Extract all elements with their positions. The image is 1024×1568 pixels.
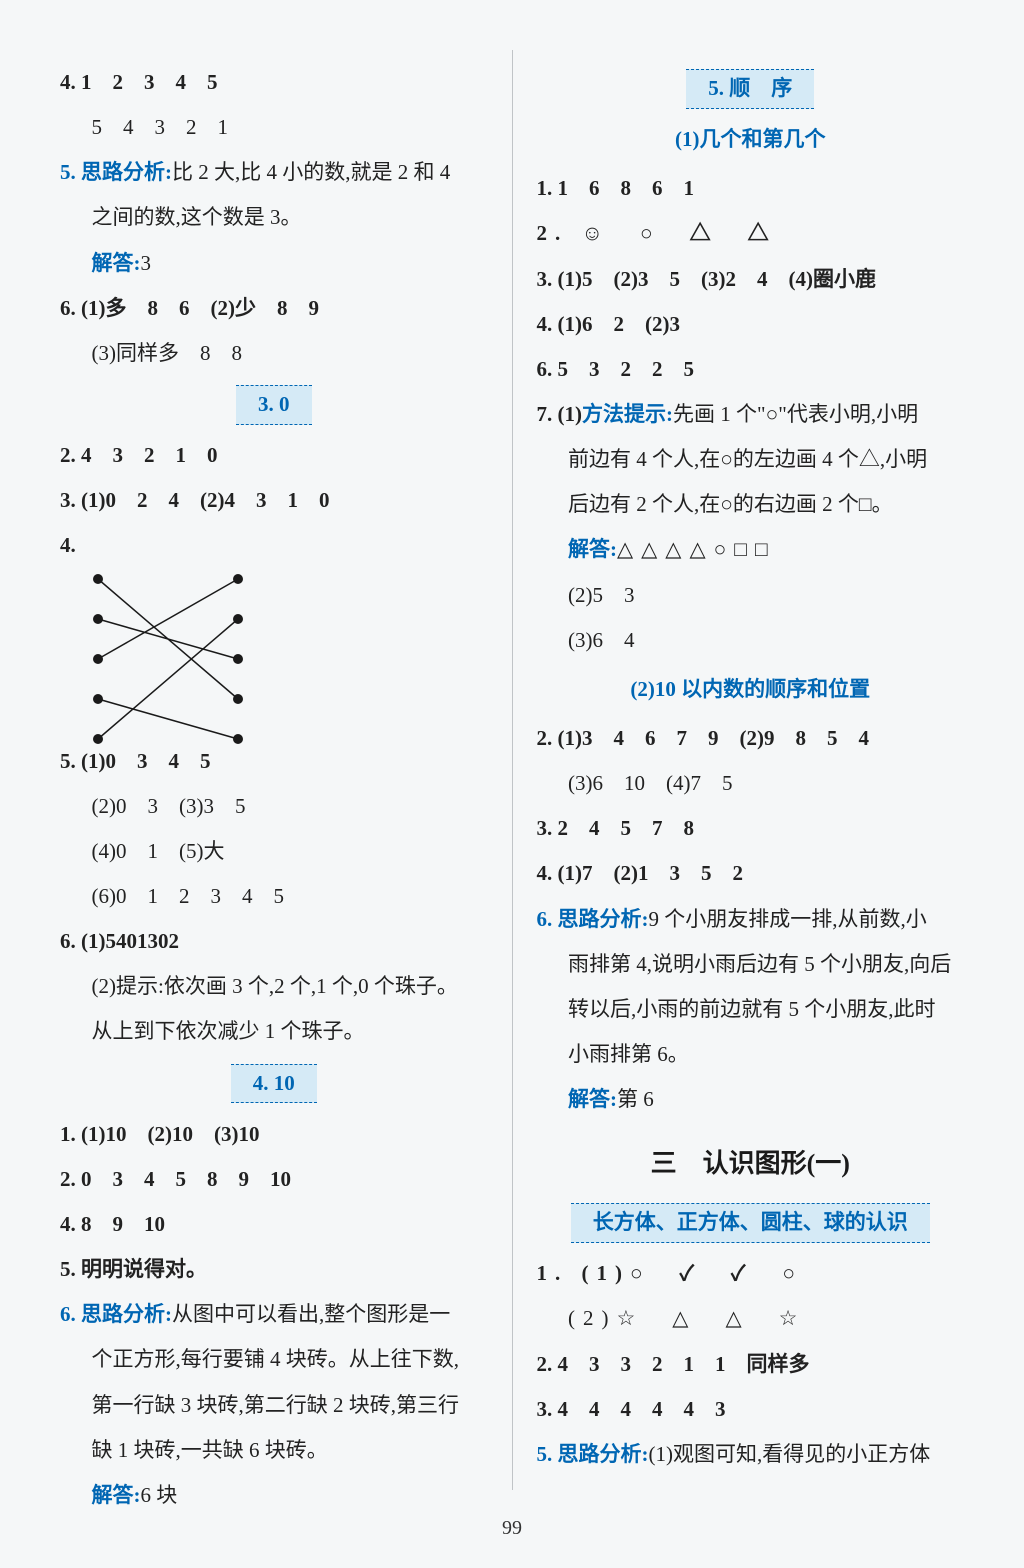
section-band: 4. 10 (60, 1061, 488, 1106)
analysis-label: 5. 思路分析: (60, 160, 172, 184)
chapter-heading: 三 认识图形(一) (537, 1136, 965, 1192)
answer-label: 解答: (92, 1483, 141, 1507)
answer-line: (3)6 10 (4)7 5 (537, 761, 965, 806)
answer-line: 2. 0 3 4 5 8 9 10 (60, 1157, 488, 1202)
answer-line: (2)0 3 (3)3 5 (60, 784, 488, 829)
answer-line: 5. 明明说得对。 (60, 1247, 488, 1292)
answer-line: 第一行缺 3 块砖,第二行缺 2 块砖,第三行 (60, 1383, 488, 1428)
page: 4. 1 2 3 4 5 5 4 3 2 1 5. 思路分析:比 2 大,比 4… (0, 0, 1024, 1568)
answer-line: 1. (1)10 (2)10 (3)10 (60, 1112, 488, 1157)
answer-line: (3)6 4 (537, 618, 965, 663)
method-label: 方法提示: (582, 402, 673, 426)
analysis-label: 5. 思路分析: (537, 1442, 649, 1466)
answer-line: 解答:△△△△○□□ (537, 527, 965, 572)
answer-line: 个正方形,每行要铺 4 块砖。从上往下数, (60, 1337, 488, 1382)
answer-line: 解答:3 (60, 241, 488, 286)
analysis-label: 6. 思路分析: (537, 907, 649, 931)
answer-line: 4. (1)7 (2)1 3 5 2 (537, 851, 965, 896)
answer-line: (6)0 1 2 3 4 5 (60, 874, 488, 919)
section-band: 5. 顺 序 (537, 66, 965, 111)
answer-line: 3. 4 4 4 4 4 3 (537, 1387, 965, 1432)
answer-line: 5 4 3 2 1 (60, 105, 488, 150)
right-column: 5. 顺 序 (1)几个和第几个 1. 1 6 8 6 1 2. ☺ ○ △ △… (513, 60, 965, 1528)
answer-line: 雨排第 4,说明小雨后边有 5 个小朋友,向后 (537, 942, 965, 987)
answer-label: 解答: (92, 251, 141, 275)
answer-line: 6. 思路分析:从图中可以看出,整个图形是一 (60, 1292, 488, 1337)
answer-line: 3. 2 4 5 7 8 (537, 806, 965, 851)
answer-line: 2. (1)3 4 6 7 9 (2)9 8 5 4 (537, 716, 965, 761)
answer-line: (2)提示:依次画 3 个,2 个,1 个,0 个珠子。 (60, 964, 488, 1009)
answer-line: (2)☆ △ △ ☆ (537, 1296, 965, 1341)
answer-line: 2. 4 3 2 1 0 (60, 433, 488, 478)
analysis-label: 6. 思路分析: (60, 1302, 172, 1326)
answer-label: 解答: (568, 537, 617, 561)
subsection-heading: (2)10 以内数的顺序和位置 (537, 667, 965, 712)
answer-line: 4. (1)6 2 (2)3 (537, 302, 965, 347)
answer-line: (3)同样多 8 8 (60, 331, 488, 376)
section-band: 3. 0 (60, 382, 488, 427)
answer-line: (4)0 1 (5)大 (60, 829, 488, 874)
left-column: 4. 1 2 3 4 5 5 4 3 2 1 5. 思路分析:比 2 大,比 4… (60, 60, 512, 1528)
answer-line: 5. 思路分析:比 2 大,比 4 小的数,就是 2 和 4 (60, 150, 488, 195)
answer-line: 缺 1 块砖,一共缺 6 块砖。 (60, 1428, 488, 1473)
answer-line: 从上到下依次减少 1 个珠子。 (60, 1009, 488, 1054)
answer-line: 6. (1)多 8 6 (2)少 8 9 (60, 286, 488, 331)
answer-line: 解答:第 6 (537, 1077, 965, 1122)
answer-line: 1. 1 6 8 6 1 (537, 166, 965, 211)
page-number: 99 (0, 1517, 1024, 1540)
answer-line: 2. 4 3 3 2 1 1 同样多 (537, 1342, 965, 1387)
answer-line: 7. (1)方法提示:先画 1 个"○"代表小明,小明 (537, 392, 965, 437)
answer-line: 4. 1 2 3 4 5 (60, 60, 488, 105)
answer-line: 后边有 2 个人,在○的右边画 2 个□。 (537, 482, 965, 527)
answer-line: 4. 8 9 10 (60, 1202, 488, 1247)
answer-line: 转以后,小雨的前边就有 5 个小朋友,此时 (537, 987, 965, 1032)
answer-line: 前边有 4 个人,在○的左边画 4 个△,小明 (537, 437, 965, 482)
answer-line: 2. ☺ ○ △ △ (537, 211, 965, 256)
answer-line: 3. (1)0 2 4 (2)4 3 1 0 (60, 478, 488, 523)
answer-line: 1. (1)○ ✓ ✓ ○ (537, 1251, 965, 1296)
answer-line: 小雨排第 6。 (537, 1032, 965, 1077)
answer-line: 5. 思路分析:(1)观图可知,看得见的小正方体 (537, 1432, 965, 1477)
answer-line: 解答:6 块 (60, 1473, 488, 1518)
section-band: 长方体、正方体、圆柱、球的认识 (537, 1200, 965, 1245)
answer-line: (2)5 3 (537, 573, 965, 618)
answer-line: 6. 5 3 2 2 5 (537, 347, 965, 392)
matching-diagram (88, 569, 258, 739)
answer-line: 6. 思路分析:9 个小朋友排成一排,从前数,小 (537, 897, 965, 942)
answer-line: 6. (1)5401302 (60, 919, 488, 964)
answer-line: 之间的数,这个数是 3。 (60, 195, 488, 240)
answer-line: 3. (1)5 (2)3 5 (3)2 4 (4)圈小鹿 (537, 257, 965, 302)
answer-label: 解答: (568, 1087, 617, 1111)
subsection-heading: (1)几个和第几个 (537, 117, 965, 162)
answer-line: 4. (60, 523, 488, 568)
